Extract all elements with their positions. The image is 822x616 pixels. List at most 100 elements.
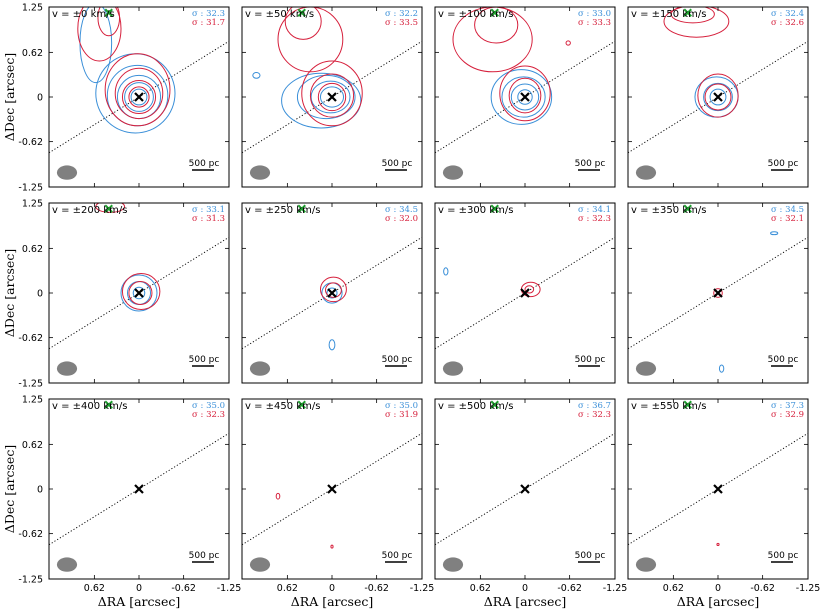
velocity-label: v = ±150 km/s: [631, 9, 706, 20]
panel-plot-area: [628, 204, 808, 376]
nucleus-marker: [520, 288, 530, 298]
nucleus-marker: [713, 484, 723, 494]
sigma-red-label: σ : 31.3: [192, 214, 225, 224]
velocity-label: v = ±350 km/s: [631, 205, 706, 216]
red-contour: [121, 273, 161, 311]
x-tick-label: -0.62: [171, 583, 196, 594]
red-contour: [121, 79, 157, 115]
nucleus-marker: [327, 92, 337, 102]
blue-contour: [296, 74, 356, 120]
red-contour: [508, 77, 542, 114]
red-contour: [697, 73, 739, 118]
y-tick-label: -0.62: [18, 137, 43, 148]
blue-contour: [328, 339, 336, 351]
sigma-blue-label: σ : 32.2: [385, 9, 418, 19]
nucleus-marker: [713, 92, 723, 102]
velocity-label: v = ±250 km/s: [245, 205, 320, 216]
scale-bar-label: 500 pc: [768, 551, 799, 561]
sigma-blue-label: σ : 34.5: [771, 205, 804, 215]
x-tick-label: 0: [329, 583, 335, 594]
scale-bar-label: 500 pc: [382, 355, 413, 365]
red-contour: [301, 60, 363, 127]
panel-9: v = ±450 km/s σ : 35.0σ : 31.9 500 pc 0.62 0…: [241, 398, 435, 609]
red-contour: [670, 7, 715, 24]
blue-contour: [124, 82, 154, 112]
blue-contour: [326, 287, 338, 299]
panel-plot-area: [435, 7, 615, 180]
red-contour: [95, 203, 126, 213]
y-tick-label: -0.62: [18, 529, 43, 540]
beam-ellipse: [56, 557, 78, 572]
y-tick-label: 0: [37, 93, 43, 104]
secondary-marker: [297, 204, 306, 213]
y-tick-label: 0: [37, 289, 43, 300]
red-contour: [474, 7, 519, 44]
panel-plot-area: [435, 204, 615, 376]
beam-ellipse: [635, 165, 657, 180]
blue-contour: [490, 69, 553, 125]
panel-0: v = ±0 km/s σ : 32.3σ : 31.7 500 pc 1.25 0.6…: [2, 3, 230, 194]
y-tick-label: 0.62: [22, 244, 43, 255]
sigma-red-label: σ : 31.7: [192, 18, 225, 28]
y-tick-label: 0.62: [22, 440, 43, 451]
x-tick-label: -0.62: [750, 583, 775, 594]
sigma-red-label: σ : 33.3: [578, 18, 611, 28]
velocity-label: v = ±450 km/s: [245, 401, 320, 412]
x-tick-label: -0.62: [364, 583, 389, 594]
blue-contour: [510, 83, 540, 111]
panel-7: v = ±350 km/s σ : 34.5σ : 32.1 500 pc: [627, 202, 809, 384]
red-contour: [77, 7, 122, 62]
secondary-marker: [297, 400, 306, 409]
secondary-marker: [104, 8, 113, 17]
red-contour: [309, 73, 355, 118]
x-axis-label: ΔRA [arcsec]: [98, 594, 180, 609]
x-axis-label: ΔRA [arcsec]: [677, 594, 759, 609]
scale-bar-label: 500 pc: [189, 551, 220, 561]
y-tick-label: 1.25: [22, 199, 43, 210]
x-tick-label: -1.25: [217, 583, 242, 594]
blue-contour: [718, 364, 725, 373]
panel-10: v = ±500 km/s σ : 36.7σ : 32.3 500 pc 0.62 0…: [434, 398, 628, 609]
red-contour: [104, 53, 171, 127]
red-contour: [275, 492, 281, 500]
x-tick-label: 0.62: [277, 583, 298, 594]
x-tick-label: -1.25: [603, 583, 628, 594]
nucleus-marker: [520, 92, 530, 102]
beam-ellipse: [249, 165, 271, 180]
x-axis-label: ΔRA [arcsec]: [484, 594, 566, 609]
y-axis-label: ΔDec [arcsec]: [2, 249, 17, 337]
x-tick-label: 0: [136, 583, 142, 594]
sigma-red-label: σ : 32.6: [771, 18, 804, 28]
panel-plot-area: [242, 204, 422, 376]
sigma-red-label: σ : 32.0: [385, 214, 418, 224]
panel-plot-area: [242, 7, 422, 180]
sigma-red-label: σ : 32.3: [192, 410, 225, 420]
x-tick-label: -1.25: [410, 583, 435, 594]
blue-contour: [319, 86, 345, 108]
x-tick-label: 0: [522, 583, 528, 594]
velocity-label: v = ±400 km/s: [52, 401, 127, 412]
blue-contour: [252, 72, 261, 79]
secondary-marker: [104, 400, 113, 409]
nucleus-marker: [713, 288, 723, 298]
secondary-marker: [490, 204, 499, 213]
velocity-label: v = ±100 km/s: [438, 9, 513, 20]
scale-bar-label: 500 pc: [382, 159, 413, 169]
x-tick-label: 0.62: [470, 583, 491, 594]
red-contour: [663, 7, 730, 38]
scale-bar-label: 500 pc: [575, 355, 606, 365]
secondary-marker: [683, 400, 692, 409]
velocity-label: v = ±0 km/s: [52, 9, 115, 20]
nucleus-marker: [327, 484, 337, 494]
sigma-red-label: σ : 32.3: [578, 410, 611, 420]
red-contour: [499, 65, 551, 122]
panel-1: v = ±50 km/s σ : 32.2σ : 33.5 500 pc: [241, 6, 423, 188]
red-contour: [284, 7, 322, 40]
beam-ellipse: [442, 557, 464, 572]
sigma-red-label: σ : 32.3: [578, 214, 611, 224]
red-contour: [704, 83, 732, 111]
y-tick-label: -1.25: [18, 575, 43, 586]
panel-2: v = ±100 km/s σ : 33.0σ : 33.3 500 pc: [434, 6, 616, 188]
scale-bar-label: 500 pc: [189, 355, 220, 365]
